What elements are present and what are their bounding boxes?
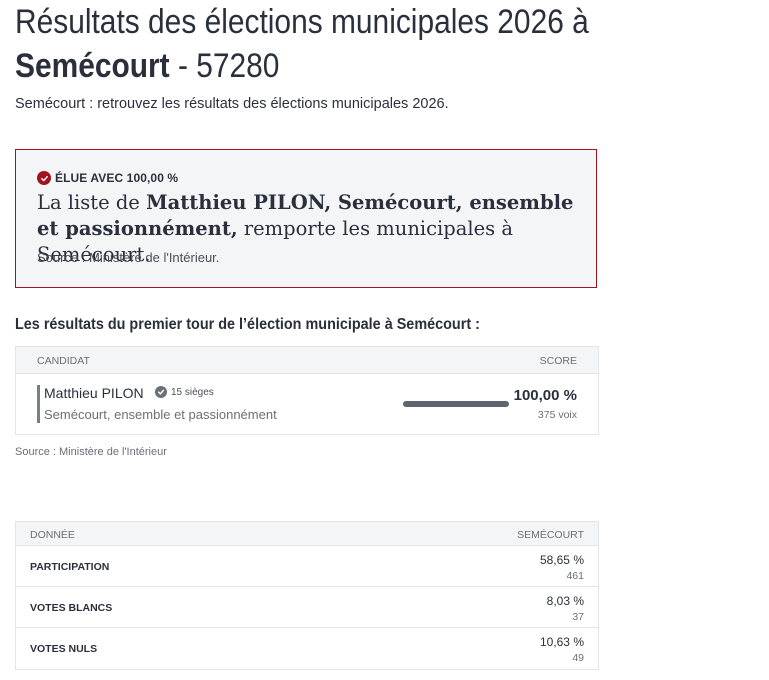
winner-sentence-suffix: remporte les municipales à Semécourt. <box>37 217 513 266</box>
candidate-party: Semécourt, ensemble et passionnément <box>44 407 277 422</box>
row-label: VOTES NULS <box>30 643 98 655</box>
title-main: Résultats des élections municipales 2026… <box>15 3 589 41</box>
row-count: 37 <box>572 611 584 623</box>
candidates-table: CANDIDAT SCORE Matthieu PILON 15 sièges … <box>15 346 599 435</box>
candidate-color-bar <box>37 385 40 423</box>
col-donnee: DONNÉE <box>30 529 75 541</box>
candidate-votes: 375 voix <box>537 409 577 421</box>
row-percent: 10,63 % <box>539 635 584 649</box>
row-label: PARTICIPATION <box>30 561 110 573</box>
col-candidate: CANDIDAT <box>37 355 90 367</box>
candidates-table-header: CANDIDAT SCORE <box>16 347 598 374</box>
page-subtitle: Semécourt : retrouvez les résultats des … <box>15 96 449 112</box>
results-section-title: Les résultats du premier tour de l’élect… <box>15 316 480 333</box>
score-bar <box>403 401 509 407</box>
row-percent: 8,03 % <box>546 594 584 608</box>
candidate-seats: 15 sièges <box>155 386 214 398</box>
table-row: VOTES BLANCS 8,03 % 37 <box>16 587 598 628</box>
title-separator: - <box>169 47 197 85</box>
title-commune: Semécourt <box>15 47 170 85</box>
winner-sentence-prefix: La liste de <box>37 191 147 214</box>
winner-source: Source : Ministère de l'Intérieur. <box>37 250 220 265</box>
table-row: PARTICIPATION 58,65 % 461 <box>16 546 598 587</box>
title-postcode: 57280 <box>196 47 280 85</box>
data-table: DONNÉE SEMÉCOURT PARTICIPATION 58,65 % 4… <box>15 521 599 670</box>
row-percent: 58,65 % <box>539 553 584 567</box>
candidate-seats-text: 15 sièges <box>171 386 214 398</box>
winner-box: ÉLUE AVEC 100,00 % La liste de Matthieu … <box>15 149 597 288</box>
results-source: Source : Ministère de l'Intérieur <box>15 446 167 458</box>
col-commune: SEMÉCOURT <box>517 529 584 541</box>
table-row: VOTES NULS 10,63 % 49 <box>16 628 598 669</box>
col-score: SCORE <box>539 355 577 367</box>
candidate-name: Matthieu PILON <box>44 385 144 401</box>
winner-badge: ÉLUE AVEC 100,00 % <box>37 171 178 185</box>
score-bar-fill <box>403 401 509 407</box>
row-count: 461 <box>566 570 584 582</box>
row-count: 49 <box>572 652 584 664</box>
candidate-percent: 100,00 % <box>513 387 577 404</box>
row-label: VOTES BLANCS <box>30 602 113 614</box>
winner-list-name: Matthieu PILON, Semécourt, ensemble et p… <box>37 191 574 240</box>
data-table-header: DONNÉE SEMÉCOURT <box>16 522 598 546</box>
winner-badge-text: ÉLUE AVEC 100,00 % <box>55 171 179 185</box>
check-circle-icon <box>37 171 51 185</box>
winner-sentence: La liste de Matthieu PILON, Semécourt, e… <box>37 190 592 268</box>
page-title: Résultats des élections municipales 2026… <box>15 0 631 88</box>
check-circle-icon <box>155 386 167 398</box>
